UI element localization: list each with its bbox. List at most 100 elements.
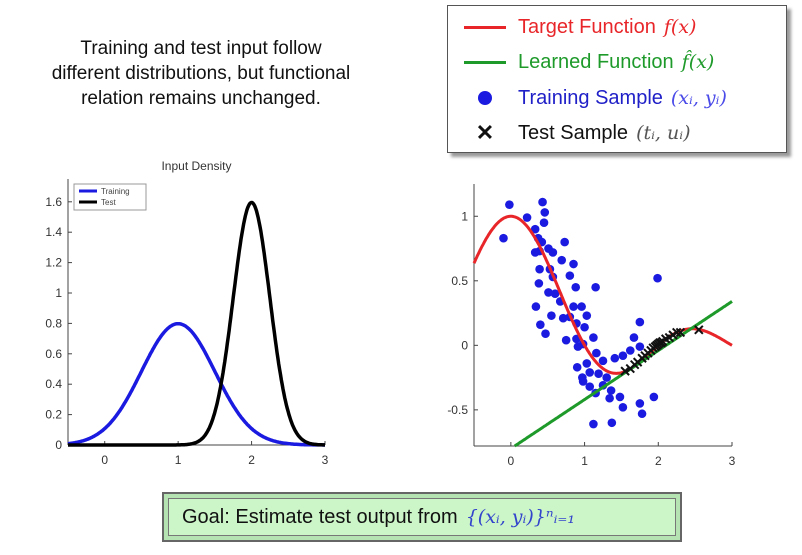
training-point	[558, 313, 568, 323]
legend-math: (xᵢ, yᵢ)	[670, 87, 727, 109]
test-point	[675, 327, 686, 338]
x-tick-label: 2	[248, 453, 255, 467]
legend-learned: Learned Function f̂(x)	[448, 45, 714, 79]
training-point	[629, 333, 639, 342]
training-point	[605, 393, 614, 403]
training-point	[607, 418, 617, 428]
x-tick-label: 3	[729, 454, 736, 468]
training-point	[578, 377, 588, 386]
legend-box	[73, 183, 147, 211]
training-point	[615, 392, 625, 402]
training-point	[522, 213, 532, 222]
legend-math: f̂(x)	[681, 51, 715, 73]
test-cross	[675, 327, 686, 338]
training-point	[582, 311, 592, 320]
training-point	[618, 351, 628, 360]
test-cross	[694, 325, 704, 335]
y-tick-label: 1	[55, 286, 62, 300]
legend-label: Target Function	[518, 15, 656, 38]
goal-math: {(xᵢ, yᵢ)}ⁿᵢ₌₁	[465, 506, 576, 528]
legend-label: Training	[101, 187, 130, 196]
test-point	[694, 325, 704, 335]
y-tick-label: 0	[461, 338, 468, 352]
legend-training: Training Sample (xᵢ, yᵢ)	[448, 81, 727, 115]
density-curve-training	[67, 321, 325, 447]
y-tick-label: 0.2	[45, 408, 62, 422]
training-point	[591, 282, 600, 292]
goal-text: Goal: Estimate test output from	[182, 505, 458, 528]
training-point	[541, 329, 550, 339]
legend-target: Target Function f(x)	[448, 10, 696, 44]
density-legend: Training Test	[73, 183, 147, 211]
y-tick-label: 1.6	[45, 195, 62, 209]
training-point	[550, 289, 560, 299]
training-point	[536, 320, 545, 329]
training-point	[548, 248, 558, 257]
legend-label: Test Sample	[518, 121, 629, 144]
y-tick-label: 1	[461, 209, 468, 223]
training-point	[653, 273, 662, 283]
training-point	[589, 419, 598, 429]
training-point	[561, 335, 571, 345]
x-tick-label: 0	[508, 454, 515, 468]
training-point	[602, 373, 611, 382]
training-point	[560, 237, 569, 247]
legend-math: (tᵢ, uᵢ)	[636, 122, 691, 144]
x-tick-label: 1	[581, 454, 588, 468]
y-tick-label: -0.5	[447, 403, 468, 417]
training-point	[531, 302, 541, 311]
training-point	[534, 279, 544, 288]
training-point	[625, 346, 635, 355]
training-point	[606, 386, 616, 395]
training-point	[610, 353, 620, 363]
y-tick-label: 0.8	[45, 316, 62, 330]
green-line-icon	[460, 60, 510, 64]
training-point	[571, 282, 581, 292]
main-legend: Target Function f(x) Learned Function f̂…	[447, 5, 787, 153]
training-point	[572, 362, 582, 372]
test-point	[672, 327, 682, 338]
headline-line: Training and test input follow	[80, 38, 322, 59]
training-point	[565, 271, 575, 280]
training-point	[637, 409, 647, 419]
red-line-icon	[460, 25, 510, 29]
training-point	[505, 200, 514, 209]
legend-label: Test	[101, 198, 116, 207]
training-point	[635, 399, 645, 408]
training-point	[569, 259, 578, 269]
goal-box: Goal: Estimate test output from {(xᵢ, yᵢ…	[162, 492, 682, 542]
blue-dot-icon	[460, 91, 510, 105]
y-tick-label: 0	[55, 438, 62, 452]
y-tick-label: 0.6	[45, 347, 62, 361]
y-tick-label: 1.4	[45, 225, 62, 239]
training-point	[598, 356, 608, 366]
x-tick-label: 1	[175, 453, 182, 467]
training-point	[649, 392, 659, 402]
density-curve-test	[68, 200, 325, 447]
cross-icon: ✕	[475, 120, 495, 145]
x-tick-label: 3	[322, 453, 329, 467]
training-point	[539, 218, 549, 228]
test-cross	[620, 366, 630, 376]
training-point	[535, 264, 544, 274]
training-point	[582, 359, 592, 368]
training-point	[594, 369, 603, 379]
x-tick-label: 2	[655, 454, 662, 468]
target-function-curve	[472, 214, 733, 375]
training-point	[635, 317, 645, 327]
legend-label: Learned Function	[518, 50, 674, 73]
training-point	[589, 333, 598, 342]
training-point	[544, 288, 553, 297]
training-point	[547, 311, 556, 320]
test-point	[620, 366, 630, 376]
legend-label: Training Sample	[518, 86, 663, 109]
training-point	[577, 302, 586, 311]
headline-line: relation remains unchanged.	[81, 88, 321, 109]
slide-headline: Training and test input follow different…	[0, 36, 402, 111]
training-point	[618, 402, 628, 412]
y-tick-label: 1.2	[45, 256, 62, 270]
y-tick-label: 0.5	[451, 274, 468, 288]
training-point	[540, 208, 550, 217]
